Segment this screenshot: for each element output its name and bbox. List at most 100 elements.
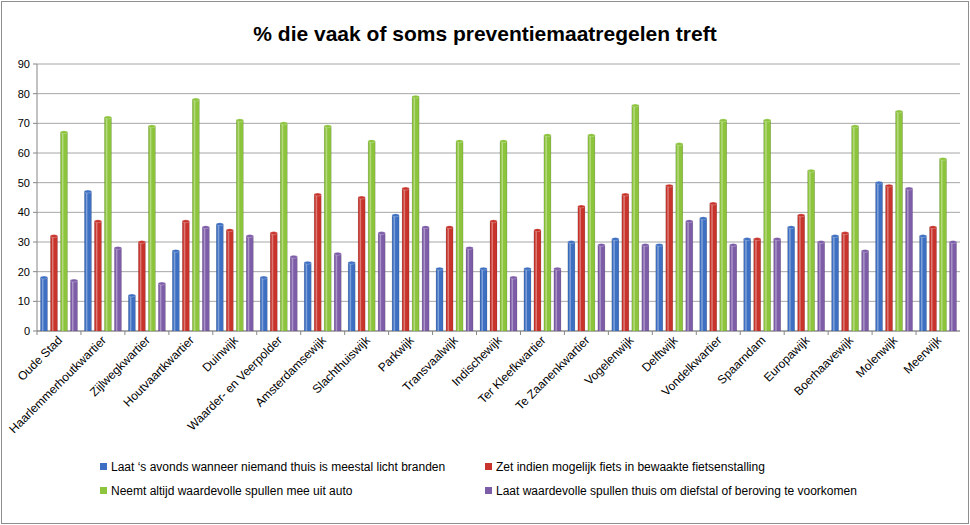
bar [896, 111, 903, 331]
bar-highlight [951, 242, 953, 331]
bar [510, 278, 517, 331]
bar-cap [950, 241, 957, 244]
bar [622, 195, 629, 331]
x-tick-label: Delftwijk [639, 333, 681, 375]
bar-cap [852, 125, 859, 128]
bar-highlight [424, 227, 426, 331]
bar [60, 132, 67, 331]
bar [656, 245, 663, 331]
bar-highlight [657, 245, 659, 331]
bar [358, 198, 365, 332]
x-tick-label: Parkwijk [375, 333, 417, 375]
x-tick-label: Amsterdamsewijk [252, 333, 329, 410]
bar-cap [40, 276, 47, 279]
bar-cap [314, 193, 321, 196]
legend-swatch [485, 487, 492, 494]
bar-highlight [218, 224, 220, 331]
bar-cap [202, 226, 209, 229]
bar [730, 245, 737, 331]
bar-highlight [809, 171, 811, 331]
title: % die vaak of soms preventiemaatregelen … [253, 22, 716, 45]
bar [368, 141, 375, 331]
legend-label: Neemt altijd waardevolle spullen mee uit… [111, 484, 353, 498]
legend-swatch [485, 463, 492, 470]
bar [270, 233, 277, 331]
bar-cap [774, 238, 781, 241]
x-tick [652, 331, 653, 335]
bar-cap [686, 220, 693, 223]
chart: % die vaak of soms preventiemaatregelen … [0, 0, 970, 525]
bar-cap [260, 276, 267, 279]
bar-highlight [438, 269, 440, 331]
bar-highlight [711, 203, 713, 331]
bar-cap [906, 187, 913, 190]
x-tick [696, 331, 697, 335]
x-tick [256, 331, 257, 335]
bar-highlight [482, 269, 484, 331]
bar-highlight [448, 227, 450, 331]
y-tick [33, 242, 37, 243]
x-tick-label: Boerhaavewijk [791, 333, 857, 399]
bar [324, 126, 331, 331]
bar-cap [480, 267, 487, 270]
bar-highlight [72, 281, 74, 331]
bar-highlight [789, 227, 791, 331]
bar-cap [818, 241, 825, 244]
bar-cap [788, 226, 795, 229]
bar-highlight [370, 141, 372, 331]
bar-cap [114, 246, 121, 249]
bar-cap [246, 235, 253, 238]
bar [588, 135, 595, 331]
bar [70, 281, 77, 331]
bar-highlight [86, 192, 88, 331]
bar-highlight [282, 123, 284, 331]
bar-cap [148, 125, 155, 128]
y-tick [33, 301, 37, 302]
bar [642, 245, 649, 331]
bar-cap [436, 267, 443, 270]
bar-highlight [106, 117, 108, 331]
legend-swatch [100, 487, 107, 494]
bar [886, 186, 893, 331]
bar [798, 215, 805, 331]
x-tick [388, 331, 389, 335]
bar-cap [720, 119, 727, 122]
x-tick-label: Spaarndam [715, 333, 769, 387]
grid-line [37, 212, 960, 213]
bar-highlight [819, 242, 821, 331]
bar [182, 221, 189, 331]
bar-cap [94, 220, 101, 223]
bar-highlight [877, 183, 879, 331]
bar [148, 126, 155, 331]
bar-highlight [755, 239, 757, 331]
bar [436, 269, 443, 331]
bar-highlight [599, 245, 601, 331]
x-tick [872, 331, 873, 335]
bar [40, 278, 47, 331]
bar-cap [324, 125, 331, 128]
bar-cap [676, 143, 683, 146]
bar-highlight [140, 242, 142, 331]
x-tick [37, 331, 38, 335]
x-tick-label: Vondelkwartier [659, 333, 725, 399]
y-tick [33, 182, 37, 183]
legend-swatch [100, 463, 107, 470]
bar-cap [270, 232, 277, 235]
bar-cap [598, 243, 605, 246]
y-tick-label: 80 [18, 88, 30, 100]
bar [676, 144, 683, 331]
bar [490, 221, 497, 331]
bar [764, 120, 771, 331]
series [40, 181, 926, 331]
bar-highlight [468, 248, 470, 331]
x-tick [520, 331, 521, 335]
bar-cap [862, 249, 869, 252]
bar-highlight [569, 242, 571, 331]
series [50, 184, 936, 331]
bar-cap [304, 261, 311, 264]
bar-cap [666, 184, 673, 187]
bar [774, 239, 781, 331]
bar-highlight [414, 97, 416, 331]
bar [314, 195, 321, 331]
bar [84, 192, 91, 331]
